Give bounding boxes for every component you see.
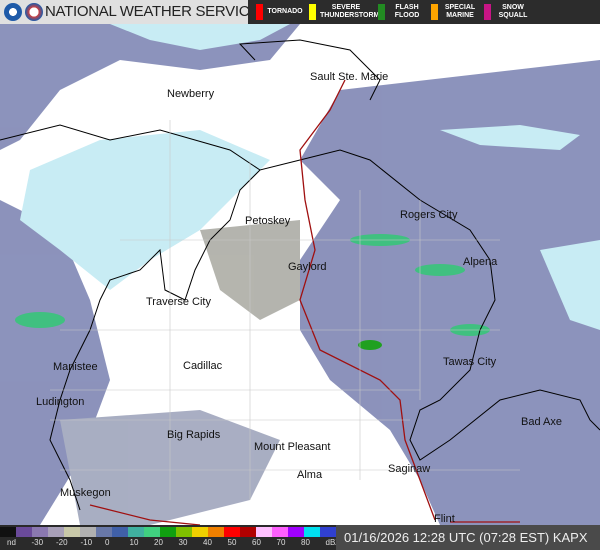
coastlines	[0, 39, 600, 511]
warning-label: SPECIAL MARINE	[444, 4, 476, 19]
city-label: Ludington	[36, 396, 85, 408]
scale-label: 10	[129, 538, 139, 547]
scale-swatch	[16, 527, 32, 537]
city-label: Flint	[434, 513, 455, 525]
warning-tornado: TORNADO	[256, 4, 303, 20]
scale-label: 70	[276, 538, 286, 547]
warning-swatch	[256, 4, 263, 20]
noaa-logo	[4, 3, 22, 21]
county-lines	[50, 120, 520, 500]
warning-swatch	[309, 4, 316, 20]
scale-swatch	[112, 527, 128, 537]
scale-swatch	[208, 527, 224, 537]
city-label: Bad Axe	[521, 416, 562, 428]
warning-flash-flood: FLASH FLOOD	[378, 4, 425, 20]
scale-label: nd	[7, 538, 16, 547]
city-label: Tawas City	[443, 356, 497, 368]
dbz-legend: nd -30 -20 -10 0 10 20 30 40 50 60 70 80 dBZ	[0, 525, 340, 550]
warning-label: TORNADO	[267, 8, 303, 15]
scale-label: -20	[56, 538, 68, 547]
scale-swatch	[304, 527, 320, 537]
scale-swatch	[256, 527, 272, 537]
scale-swatch	[80, 527, 96, 537]
scale-swatch	[128, 527, 144, 537]
city-label: Alma	[297, 469, 323, 481]
radar-map[interactable]: Newberry Sault Ste. Marie Petoskey Rogers C…	[0, 24, 600, 526]
city-label: Sault Ste. Marie	[310, 71, 389, 83]
roads	[89, 79, 520, 526]
scale-swatch	[272, 527, 288, 537]
page-title: NATIONAL WEATHER SERVICE	[45, 3, 259, 20]
scale-swatch	[0, 527, 16, 537]
warning-label: SEVERE THUNDERSTORM	[320, 4, 380, 19]
radar-svg	[0, 24, 600, 526]
warning-severe-thunderstorm: SEVERE THUNDERSTORM	[309, 4, 380, 20]
city-label: Big Rapids	[167, 429, 221, 441]
lake-surface	[20, 24, 600, 330]
city-label: Muskegon	[60, 487, 111, 499]
scale-swatch	[160, 527, 176, 537]
scale-swatch	[240, 527, 256, 537]
scale-label: 50	[227, 538, 237, 547]
scale-swatch	[224, 527, 240, 537]
header: NATIONAL WEATHER SERVICE TORNADO SEVERE T…	[0, 0, 600, 24]
city-label: Rogers City	[400, 209, 458, 221]
scale-label: -30	[31, 538, 44, 547]
scale-swatch	[320, 527, 336, 537]
nws-logo	[25, 3, 43, 21]
scale-label: 40	[203, 538, 212, 547]
color-scale-bar	[0, 527, 336, 537]
scale-swatch	[176, 527, 192, 537]
scale-label: 20	[154, 538, 163, 547]
warning-label: FLASH FLOOD	[394, 4, 420, 19]
warning-swatch	[484, 4, 491, 20]
warning-swatch	[431, 4, 438, 20]
timestamp: 01/16/2026 12:28 UTC (07:28 EST) KAPX	[336, 525, 600, 550]
scale-swatch	[64, 527, 80, 537]
scale-swatch	[144, 527, 160, 537]
warning-legend: TORNADO SEVERE THUNDERSTORM FLASH FLOOD SPE…	[248, 0, 600, 24]
city-label: Mount Pleasant	[254, 441, 331, 453]
city-label: Newberry	[167, 88, 215, 100]
scale-label: 60	[252, 538, 261, 547]
scale-label: 0	[105, 538, 110, 547]
city-label: Traverse City	[146, 296, 211, 308]
scale-label: 30	[178, 538, 188, 547]
city-label: Gaylord	[288, 261, 327, 273]
warning-swatch	[378, 4, 385, 20]
scale-label: -10	[80, 538, 93, 547]
city-label: Cadillac	[183, 360, 223, 372]
city-label: Manistee	[53, 361, 98, 373]
radar-echoes	[0, 24, 600, 525]
scale-label: 80	[301, 538, 310, 547]
scale-swatch	[48, 527, 64, 537]
scale-label: dBZ	[325, 538, 341, 547]
warning-label: SNOW SQUALL	[498, 4, 528, 19]
warning-special-marine: SPECIAL MARINE	[431, 4, 478, 20]
scale-swatch	[192, 527, 208, 537]
scale-swatch	[288, 527, 304, 537]
city-label: Saginaw	[388, 463, 431, 475]
warning-snow-squall: SNOW SQUALL	[484, 4, 531, 20]
scale-swatch	[96, 527, 112, 537]
city-label: Alpena	[463, 256, 498, 268]
scale-swatch	[32, 527, 48, 537]
city-label: Petoskey	[245, 215, 291, 227]
